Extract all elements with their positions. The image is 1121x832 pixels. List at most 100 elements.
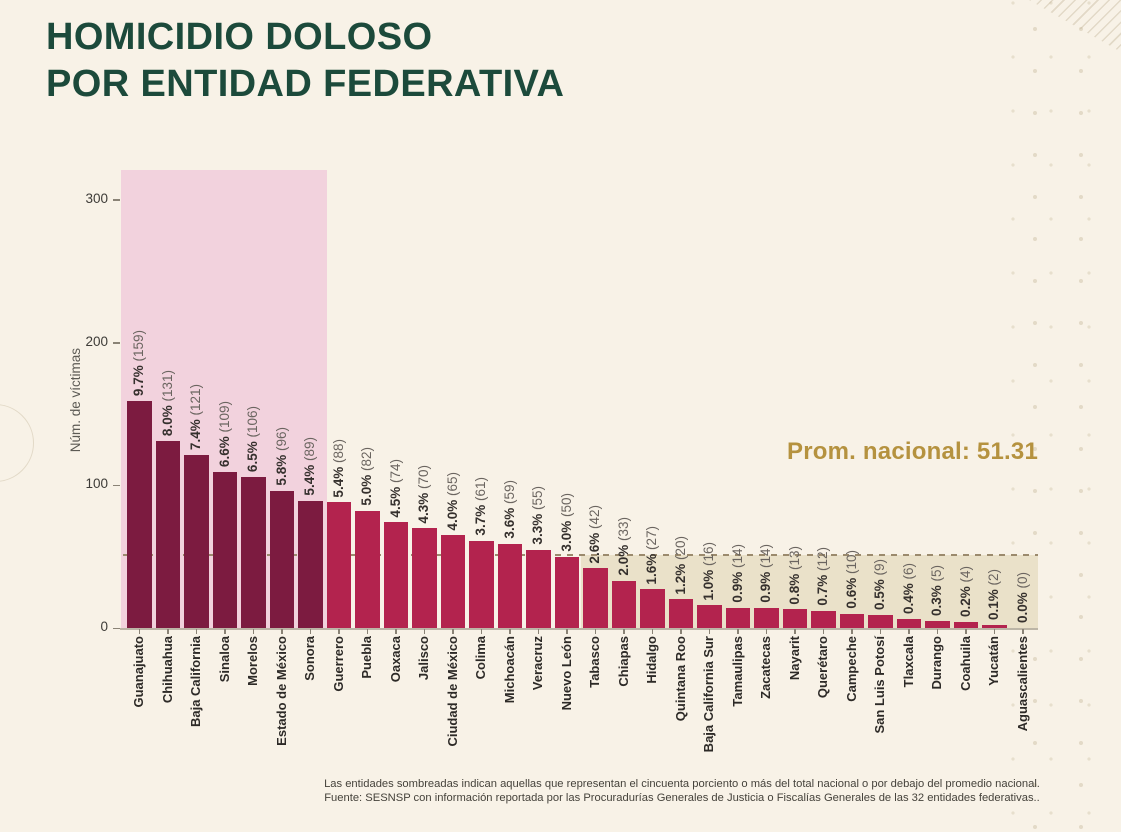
x-tick-mark — [509, 629, 511, 634]
bar-count: (106) — [245, 405, 261, 438]
bar-count: (13) — [786, 545, 802, 570]
x-tick-mark — [851, 629, 853, 634]
x-tick-mark — [765, 629, 767, 634]
x-tick-mark — [423, 629, 425, 634]
bar-value-label-guanajuato: 9.7% (159) — [130, 330, 148, 396]
bar-michoacan — [497, 543, 522, 628]
bar-count: (12) — [815, 547, 831, 572]
x-axis-label-queretaro: Querétaro — [815, 636, 831, 699]
x-tick-mark — [566, 629, 568, 634]
y-tick-label: 0 — [100, 619, 108, 634]
x-axis-label-aguascalientes: Aguascalientes — [1014, 636, 1030, 732]
bar-ciudad-de-mexico — [440, 535, 465, 628]
national-average-dashed-line — [123, 554, 1038, 556]
bar-colima — [469, 540, 494, 628]
x-tick-mark — [395, 629, 397, 634]
x-axis-label-baja-california: Baja California — [188, 636, 204, 728]
bar-count: (65) — [444, 471, 460, 496]
x-axis-line — [120, 628, 1038, 630]
x-axis-label-morelos: Morelos — [245, 636, 261, 686]
bar-value-label-aguascalientes: 0.0% (0) — [1014, 572, 1032, 623]
bar-pct: 2.0% — [615, 545, 631, 576]
x-tick-mark — [195, 629, 197, 634]
bar-pct: 0.5% — [872, 579, 888, 611]
x-tick-mark — [366, 629, 368, 634]
bar-pct: 6.6% — [216, 436, 232, 468]
bar-value-label-colima: 3.7% (61) — [472, 477, 490, 536]
bar-san-luis-potosi — [868, 615, 893, 628]
bar-pct: 1.0% — [701, 569, 717, 601]
bar-pct: 0.2% — [957, 586, 973, 618]
bar-pct: 0.8% — [786, 573, 802, 605]
x-axis-label-nayarit: Nayarit — [786, 636, 802, 681]
footnote: Las entidades sombreadas indican aquella… — [280, 777, 1084, 805]
bar-pct: 4.3% — [416, 492, 432, 524]
x-axis-label-puebla: Puebla — [359, 636, 375, 679]
bar-pct: 0.9% — [758, 572, 774, 604]
bar-value-label-estado-de-mexico: 5.8% (96) — [273, 427, 291, 486]
footnote-line1: Las entidades sombreadas indican aquella… — [324, 778, 1040, 790]
dot-pattern-decoration — [1002, 0, 1121, 832]
bar-count: (14) — [758, 544, 774, 569]
bar-count: (42) — [587, 504, 603, 529]
x-tick-mark — [680, 629, 682, 634]
bar-sonora — [298, 501, 323, 628]
bar-value-label-tabasco: 2.6% (42) — [586, 505, 604, 564]
page-title-line2: POR ENTIDAD FEDERATIVA — [46, 63, 565, 105]
bar-count: (27) — [644, 525, 660, 550]
x-tick-mark — [908, 629, 910, 634]
x-axis-label-tlaxcala: Tlaxcala — [900, 636, 916, 688]
bar-pct: 3.3% — [530, 513, 546, 545]
bar-pct: 0.4% — [900, 583, 916, 615]
bar-sinaloa — [212, 472, 237, 628]
x-tick-mark — [794, 629, 796, 634]
x-axis-label-nuevo-leon: Nuevo León — [558, 636, 574, 711]
x-tick-mark — [936, 629, 938, 634]
bar-count: (2) — [986, 569, 1002, 586]
x-tick-mark — [452, 629, 454, 634]
bar-tamaulipas — [725, 608, 750, 628]
x-tick-mark — [965, 629, 967, 634]
bar-count: (70) — [416, 464, 432, 489]
bar-pct: 7.4% — [188, 419, 204, 451]
bar-count: (20) — [672, 535, 688, 560]
bar-hidalgo — [640, 589, 665, 628]
bar-value-label-veracruz: 3.3% (55) — [529, 486, 547, 545]
bar-queretaro — [811, 610, 836, 628]
bar-pct: 1.2% — [672, 563, 688, 595]
bar-value-label-campeche: 0.6% (10) — [843, 550, 861, 609]
page-title-line1: HOMICIDIO DOLOSO — [46, 16, 433, 58]
x-axis-label-sinaloa: Sinaloa — [216, 636, 232, 683]
x-tick-mark — [879, 629, 881, 634]
bar-count: (33) — [615, 517, 631, 542]
bar-baja-california — [184, 455, 209, 628]
x-tick-mark — [281, 629, 283, 634]
x-tick-mark — [708, 629, 710, 634]
bar-value-label-tamaulipas: 0.9% (14) — [729, 544, 747, 603]
bar-coahuila — [953, 622, 978, 628]
bar-count: (55) — [530, 485, 546, 510]
bar-count: (9) — [872, 559, 888, 576]
x-axis-label-tabasco: Tabasco — [587, 636, 603, 688]
circle-decoration — [0, 404, 34, 482]
bar-value-label-ciudad-de-mexico: 4.0% (65) — [444, 472, 462, 531]
bar-value-label-hidalgo: 1.6% (27) — [643, 526, 661, 585]
bar-pct: 3.0% — [558, 520, 574, 552]
x-tick-mark — [993, 629, 995, 634]
x-axis-label-yucatan: Yucatán — [986, 636, 1002, 686]
bar-tlaxcala — [896, 619, 921, 628]
x-tick-mark — [651, 629, 653, 634]
bar-value-label-sinaloa: 6.6% (109) — [216, 401, 234, 467]
y-tick-label: 300 — [85, 190, 108, 206]
bar-count: (82) — [359, 447, 375, 472]
x-axis-label-zacatecas: Zacatecas — [758, 636, 774, 699]
bar-pct: 1.6% — [644, 553, 660, 585]
bar-value-label-tlaxcala: 0.4% (6) — [900, 563, 918, 614]
x-axis-label-quintana-roo: Quintana Roo — [672, 636, 688, 722]
bar-value-label-baja-california: 7.4% (121) — [187, 384, 205, 450]
bar-value-label-queretaro: 0.7% (12) — [814, 547, 832, 606]
bar-value-label-michoacan: 3.6% (59) — [501, 480, 519, 539]
bar-count: (59) — [501, 480, 517, 505]
bar-pct: 9.7% — [131, 365, 147, 397]
bar-pct: 3.7% — [473, 505, 489, 536]
